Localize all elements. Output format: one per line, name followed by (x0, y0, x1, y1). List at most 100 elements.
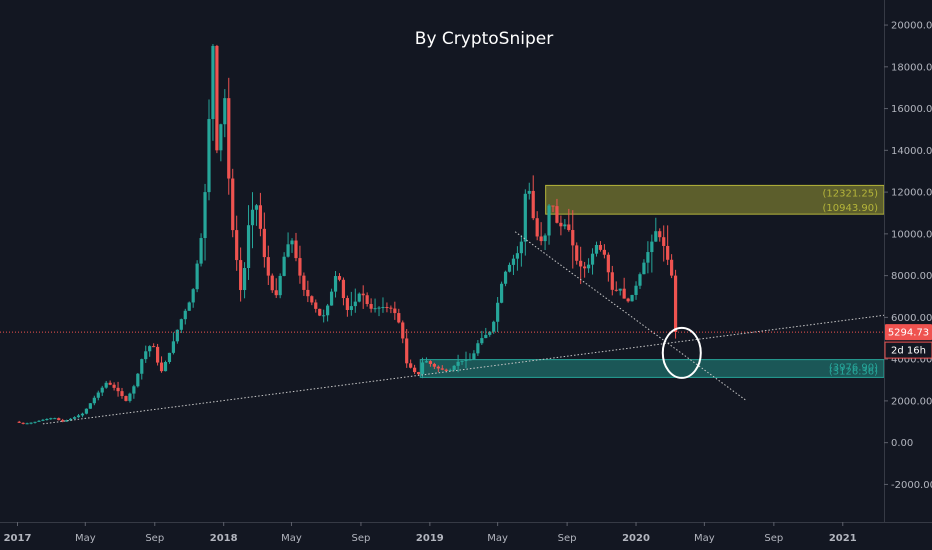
candle-body-119 (488, 331, 492, 335)
candle-body-47 (203, 192, 207, 239)
candle-body-96 (397, 313, 401, 323)
candle-body-109 (448, 369, 452, 371)
candle-body-40 (175, 329, 179, 342)
y-tick-label-10: 0.00 (891, 438, 913, 449)
candle-body-164 (666, 245, 670, 260)
candle-body-25 (116, 387, 120, 392)
candle-body-3 (29, 422, 33, 424)
support-zone (419, 359, 885, 378)
candle-body-147 (598, 244, 603, 250)
y-tick-label-8: 4000.00 (891, 355, 932, 366)
candle-body-157 (638, 274, 642, 286)
candle-body-108 (444, 369, 448, 371)
candle-body-22 (104, 382, 108, 388)
x-tick-label-2: Sep (145, 533, 164, 544)
candle-body-65 (274, 290, 278, 296)
candle-body-145 (590, 253, 595, 265)
candle-body-107 (440, 368, 444, 370)
candle-body-106 (436, 366, 440, 369)
candle-body-112 (460, 360, 464, 362)
x-tick-label-8: Sep (558, 533, 577, 544)
candle-body-29 (132, 386, 136, 394)
candle-body-95 (393, 308, 397, 314)
countdown-tag (884, 341, 932, 359)
candle-body-144 (586, 264, 591, 269)
y-tick-label-3: 14000.00 (891, 146, 932, 157)
candle-body-1 (21, 422, 25, 424)
price-axis[interactable]: 20000.00 18000.00 16000.00 14000.00 12000.00… (884, 21, 932, 491)
candle-body-137 (559, 222, 563, 227)
chart-title: By CryptoSniper (415, 29, 553, 49)
candle-body-38 (167, 352, 172, 363)
candle-body-149 (606, 254, 610, 273)
candle-body-79 (329, 291, 334, 306)
candle-body-130 (531, 190, 535, 219)
x-tick-label-10: May (694, 533, 715, 544)
current-price-tag (885, 324, 932, 341)
candle-body-35 (155, 346, 160, 363)
candle-body-41 (179, 319, 183, 330)
candle-body-103 (424, 361, 429, 363)
x-tick-label-5: Sep (352, 533, 371, 544)
candle-body-155 (630, 295, 634, 302)
downtrend-line (514, 231, 748, 402)
candle-body-100 (413, 367, 417, 373)
candle-body-90 (373, 308, 377, 310)
candle-body-60 (254, 205, 259, 210)
candle-body-153 (622, 288, 626, 299)
y-tick-label-7: 6000.00 (891, 313, 932, 324)
candle-body-136 (555, 206, 559, 223)
candle-body-64 (270, 275, 274, 291)
candle-body-89 (369, 304, 373, 309)
candle-body-15 (76, 415, 81, 418)
candle-body-74 (310, 296, 314, 303)
candle-body-123 (503, 271, 508, 284)
countdown-label: 2d 16h (891, 346, 926, 357)
candle-body-4 (33, 421, 37, 423)
candle-body-93 (385, 307, 389, 309)
candle-body-71 (298, 258, 302, 276)
candle-body-42 (183, 310, 187, 320)
time-axis[interactable]: 2017 May Sep 2018 May Sep 2019 May Sep 2020 May Sep… (4, 522, 857, 544)
candle-body-152 (618, 288, 622, 291)
candle-body-156 (634, 285, 638, 296)
candle-body-110 (452, 365, 456, 370)
candle-body-56 (239, 260, 243, 291)
y-tick-label-2: 16000.00 (891, 104, 932, 115)
candle-body-133 (543, 235, 547, 242)
candle-body-16 (80, 413, 85, 416)
candle-body-8 (49, 418, 53, 420)
candle-body-0 (17, 421, 21, 423)
current-price-label: 5294.73 (888, 328, 929, 339)
zones-layer: (12321.25) (10943.90) (3976.90)(3126.36) (419, 184, 885, 378)
candle-body-73 (306, 289, 310, 297)
x-tick-label-9: 2020 (622, 533, 650, 544)
candle-body-36 (159, 362, 164, 372)
candle-body-166 (673, 275, 678, 332)
candle-body-48 (207, 119, 211, 193)
candle-body-13 (69, 418, 73, 421)
y-tick-label-0: 20000.00 (891, 21, 932, 32)
candle-body-88 (365, 295, 369, 305)
candle-body-32 (144, 351, 148, 360)
candle-body-63 (266, 257, 270, 276)
candle-body-34 (152, 346, 156, 348)
resistance-zone-bottom-label: (10943.90) (822, 203, 878, 214)
candle-body-50 (215, 45, 219, 151)
candle-body-57 (242, 268, 247, 291)
highlight-circle (661, 326, 702, 379)
candle-body-82 (341, 279, 346, 299)
candle-body-122 (499, 283, 504, 303)
candle-body-151 (614, 289, 618, 291)
candle-body-87 (361, 293, 365, 296)
candle-body-45 (195, 263, 199, 290)
candle-body-128 (523, 193, 527, 242)
candle-body-21 (100, 387, 104, 393)
y-tick-label-5: 10000.00 (891, 229, 932, 240)
candle-body-117 (480, 338, 484, 344)
candle-body-161 (654, 231, 658, 242)
candle-body-59 (250, 209, 255, 226)
candle-body-9 (53, 418, 57, 420)
candle-body-162 (658, 231, 662, 238)
